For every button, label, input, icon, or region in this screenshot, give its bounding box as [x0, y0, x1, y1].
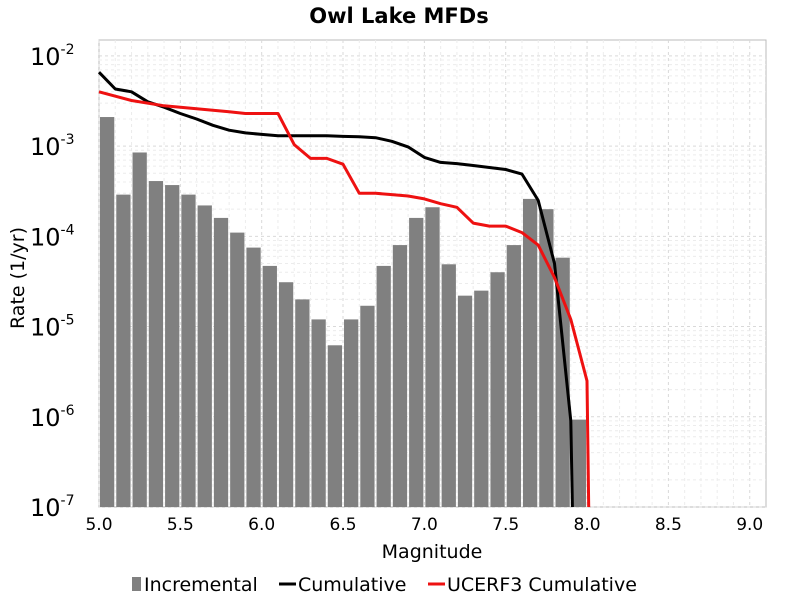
- x-tick-labels: 5.0 5.5 6.0 6.5 7.0 7.5 8.0 8.5 9.0: [85, 515, 763, 535]
- incremental-bar: [311, 319, 326, 507]
- incremental-bar: [278, 282, 294, 507]
- legend-label: UCERF3 Cumulative: [447, 574, 637, 596]
- x-tick-label: 7.0: [411, 515, 438, 535]
- incremental-bar: [457, 295, 473, 507]
- incremental-bar: [327, 345, 343, 507]
- incremental-bar: [262, 265, 277, 507]
- x-tick-label: 8.5: [655, 515, 682, 535]
- y-tick-label: 10-3: [30, 132, 75, 161]
- x-tick-label: 7.5: [492, 515, 519, 535]
- x-tick-label: 9.0: [736, 515, 763, 535]
- incremental-bar: [392, 245, 408, 507]
- x-tick-label: 5.5: [167, 515, 194, 535]
- y-tick-labels: 10-7 10-6 10-5 10-4 10-3 10-2: [30, 42, 75, 522]
- incremental-bar: [474, 290, 489, 507]
- legend-label: Incremental: [144, 574, 258, 596]
- legend-item-incremental: Incremental: [132, 574, 258, 596]
- incremental-bar: [425, 207, 440, 508]
- legend: Incremental Cumulative UCERF3 Cumulative: [132, 574, 637, 596]
- legend-item-cumulative: Cumulative: [279, 574, 406, 596]
- x-tick-label: 6.5: [330, 515, 357, 535]
- y-tick-label: 10-6: [30, 403, 75, 432]
- incremental-bar: [441, 264, 456, 507]
- incremental-bar: [230, 232, 245, 507]
- legend-swatch: [132, 577, 141, 591]
- x-tick-label: 8.0: [574, 515, 601, 535]
- incremental-bar: [522, 198, 538, 507]
- ucerf3-cumulative-line: [98, 90, 591, 508]
- y-tick-label: 10-2: [30, 42, 75, 71]
- incremental-bars: [100, 117, 587, 508]
- x-tick-label: 5.0: [85, 515, 112, 535]
- incremental-bar: [165, 185, 180, 507]
- chart-title: Owl Lake MFDs: [309, 4, 488, 28]
- cumulative-lines: [97, 71, 591, 508]
- incremental-bar: [148, 181, 164, 507]
- incremental-bar: [539, 209, 554, 507]
- incremental-bar: [116, 194, 131, 508]
- incremental-bar: [344, 319, 359, 507]
- x-axis-label: Magnitude: [382, 541, 483, 563]
- y-tick-label: 10-4: [30, 222, 75, 251]
- incremental-bar: [132, 152, 147, 508]
- incremental-bar: [360, 305, 375, 507]
- legend-label: Cumulative: [298, 574, 406, 596]
- cumulative-line: [97, 71, 574, 508]
- incremental-bar: [181, 194, 196, 508]
- incremental-bar: [100, 117, 115, 507]
- x-tick-label: 6.0: [248, 515, 275, 535]
- y-tick-label: 10-7: [30, 493, 75, 522]
- incremental-bar: [197, 205, 212, 507]
- incremental-bar: [490, 272, 505, 507]
- incremental-bar: [246, 247, 261, 507]
- y-tick-label: 10-5: [30, 313, 75, 342]
- incremental-bar: [376, 265, 391, 507]
- incremental-bar: [571, 419, 587, 507]
- y-axis-label: Rate (1/yr): [7, 227, 29, 329]
- incremental-bar: [295, 299, 310, 507]
- incremental-bar: [213, 217, 229, 508]
- incremental-bar: [409, 217, 424, 508]
- legend-item-ucerf3-cumulative: UCERF3 Cumulative: [428, 574, 637, 596]
- incremental-bar: [506, 245, 521, 507]
